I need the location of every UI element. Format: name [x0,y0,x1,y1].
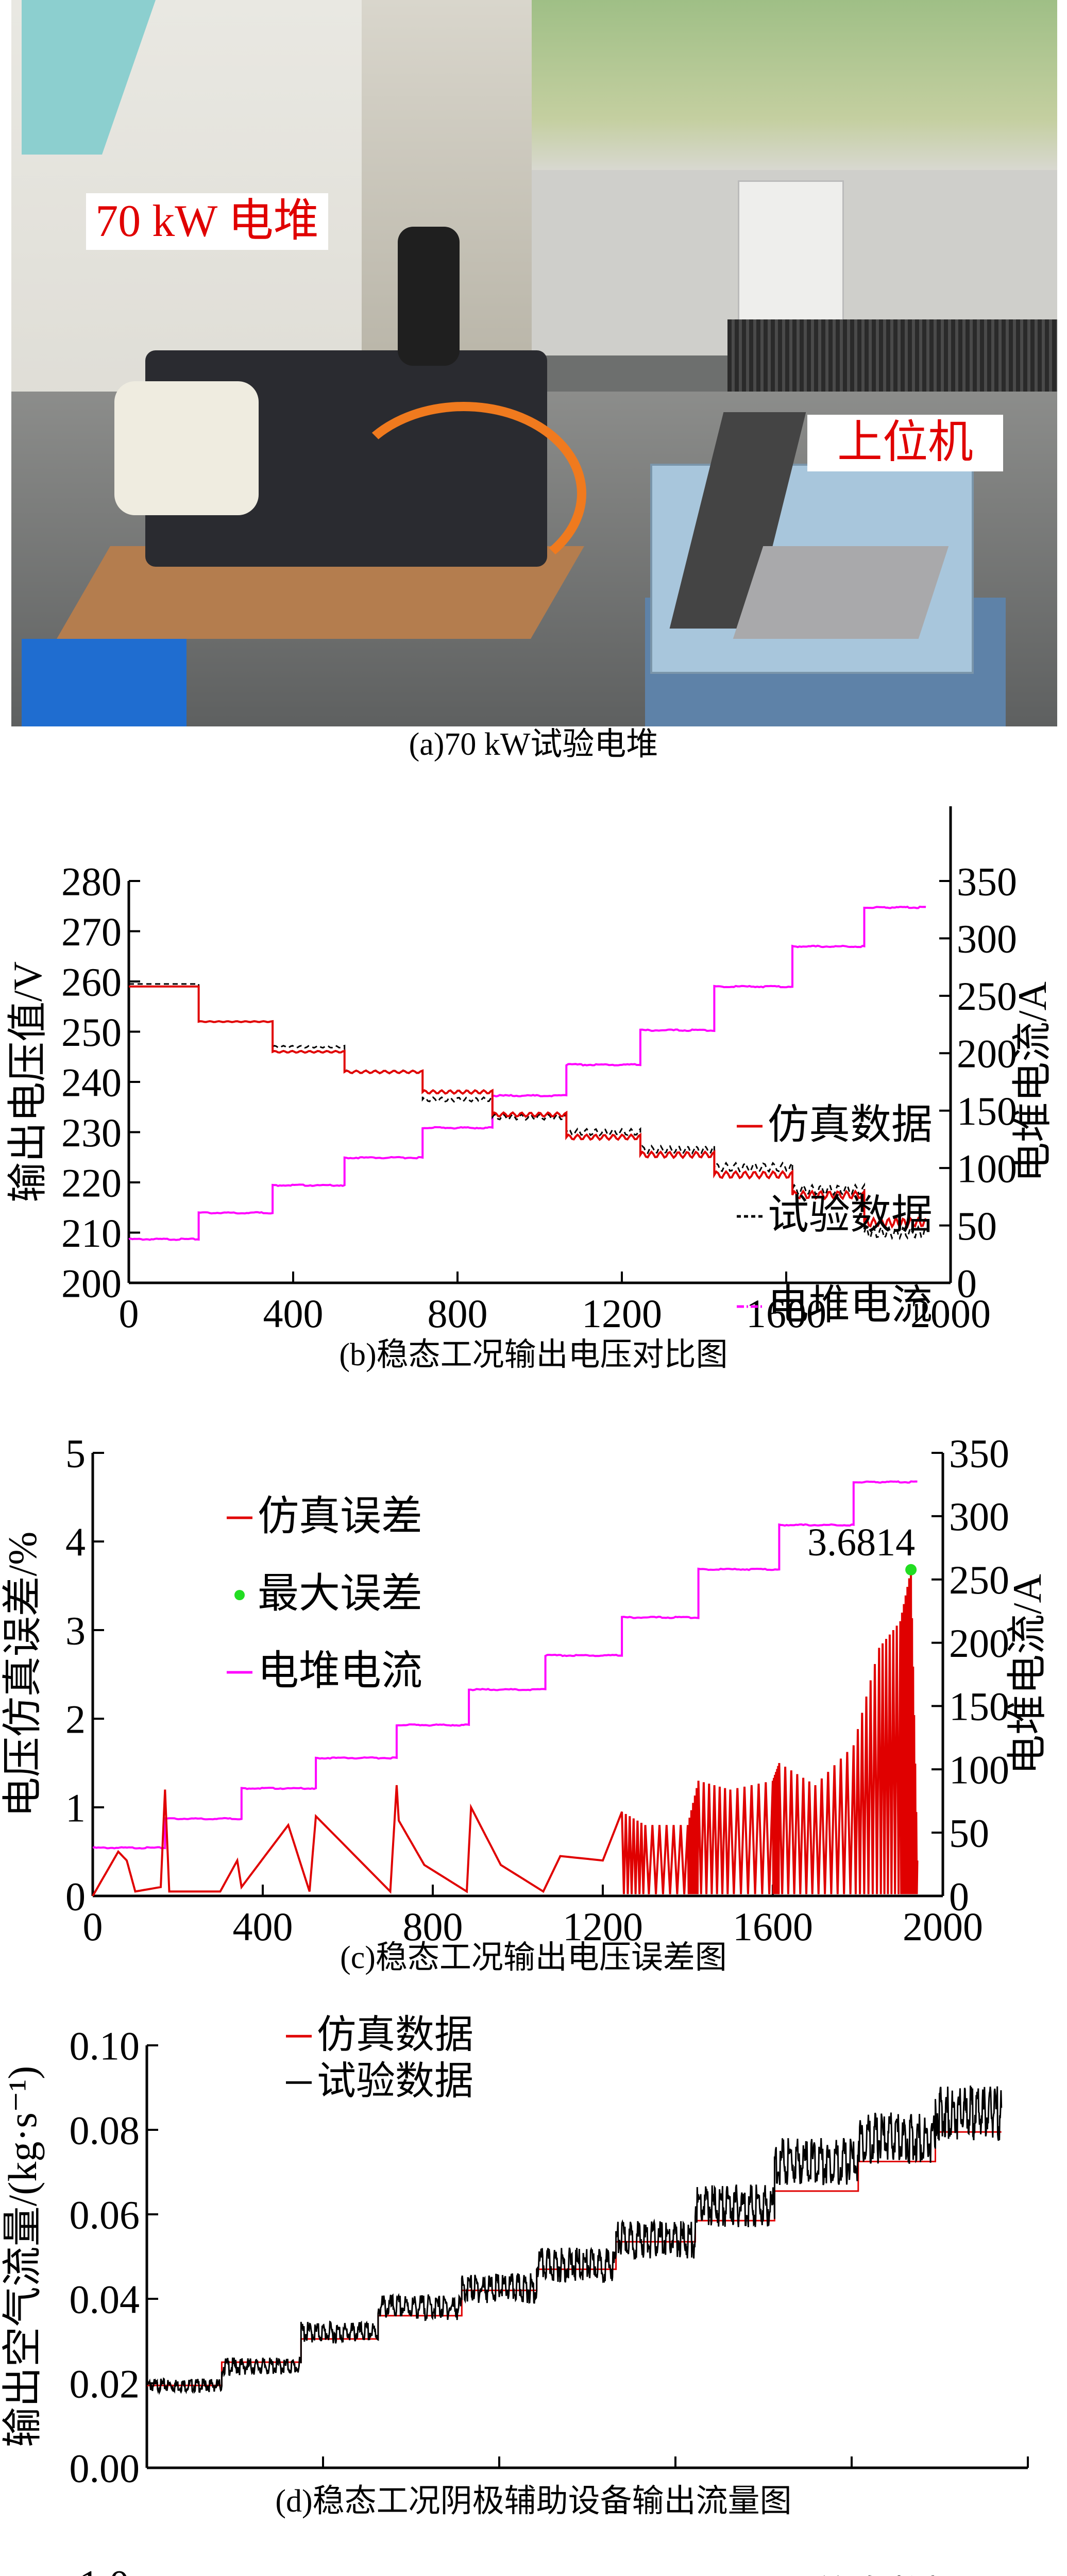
y-right-tick-label: 300 [949,1494,1009,1539]
legend-label-2: 电堆电流 [258,1649,422,1694]
legend-label-0: 仿真数据 [317,2013,473,2057]
y-right-tick-label: 150 [949,1684,1009,1729]
y-tick-label: 0 [65,1874,86,1919]
y-right-tick-label: 200 [957,1031,1017,1076]
y-tick-label: 240 [61,1060,122,1105]
y-tick-label: 250 [61,1010,122,1055]
y-right-tick-label: 100 [957,1146,1017,1191]
caption-b: (b)稳态工况输出电压对比图 [339,1337,728,1372]
x-tick-label: 400 [293,2476,353,2483]
x-tick-label: 0 [119,1291,139,1329]
series-simulation-error [92,1569,919,1897]
y-tick-label: 0.08 [70,2108,140,2153]
y-right-tick-label: 0 [957,1261,977,1306]
y-right-tick-label: 200 [949,1621,1009,1666]
legend-label-0: 仿真误差 [258,1494,422,1539]
caption-d: (d)稳态工况阴极辅助设备输出流量图 [275,2484,792,2519]
y-tick-label: 260 [61,959,122,1004]
x-tick-label: 800 [428,1291,488,1329]
chart-voltage-error: 0 400 800 1200 1600 2000012345050100150200250… [0,1431,1049,1942]
y-right-tick-label: 0 [949,1874,969,1919]
y-tick-label: 210 [61,1211,122,1256]
legend-label-1: 最大误差 [258,1571,422,1617]
x-tick-label: 0 [137,2476,157,2483]
y-tick-label: 270 [61,909,122,954]
legend-label-0: 仿真数据 [814,2574,962,2576]
y-axis-right-label: 电堆电流/A [1010,981,1055,1182]
y-tick-label: 280 [61,859,122,904]
y-right-tick-label: 150 [957,1089,1017,1133]
chart-air-flow: 0 400 800 1200 1600 2000 0.00 0.02 0.04 0.06 0.08 0… [0,2013,1067,2483]
y-axis-label: 输出电压值/V [5,961,50,1202]
legend-label-1: 试验数据 [317,2060,473,2103]
chart-polarization-curve: 0.00.20.40.60.81.01.21.41.60.60.70.80.91… [79,2562,963,2576]
y-axis-label: 输出空气流量/(kg·s⁻¹) [0,2066,45,2448]
x-tick-label: 1200 [582,1291,662,1329]
y-tick-label: 230 [61,1110,122,1155]
x-tick-label: 800 [403,1904,463,1942]
y-right-tick-label: 100 [949,1748,1009,1792]
x-tick-label: 0 [83,1904,103,1942]
series-stack-current [92,1480,918,1850]
y-tick-label: 3 [65,1608,86,1653]
y-tick-label: 220 [61,1160,122,1205]
legend-label-1: 试验数据 [768,1193,933,1238]
panel-c: 0 400 800 1200 1600 2000 0 1 2 3 4 5 0 50 100 150 200 250… [0,1381,1067,1989]
panel-d: 0 400 800 1200 1600 2000 0.00 0.02 0.04 0.06 0.08 0… [0,1989,1067,2550]
x-tick-label: 1600 [733,1904,813,1942]
y-tick-label: 0.02 [70,2361,140,2406]
y-tick-label: 1 [65,1785,86,1830]
x-tick-label: 400 [263,1291,324,1329]
x-tick-label: 2000 [910,1291,991,1329]
legend-label-2: 电堆电流 [768,1283,933,1328]
series-simulated-flow [147,2131,1002,2386]
y-tick-label: 0.00 [70,2446,140,2483]
y-right-tick-label: 300 [957,917,1017,961]
x-tick-label: 2000 [903,1904,983,1942]
legend-label-0: 仿真数据 [768,1103,933,1148]
x-tick-label: 2000 [988,2476,1067,2483]
y-axis-right-label: 电堆电流/A [1005,1574,1049,1775]
y-tick-label: 1.0 [79,2562,130,2576]
y-tick-label: 4 [65,1519,86,1564]
max-error-marker [905,1564,917,1575]
series-simulated-voltage [129,985,927,1229]
x-tick-label: 800 [469,2476,530,2483]
y-right-tick-label: 250 [949,1557,1009,1602]
y-tick-label: 2 [65,1697,86,1741]
x-tick-label: 1200 [635,2476,716,2483]
y-tick-label: 200 [61,1261,122,1306]
y-tick-label: 5 [65,1431,86,1476]
y-right-tick-label: 50 [949,1810,989,1855]
y-right-tick-label: 50 [957,1204,997,1248]
max-error-label: 3.6814 [807,1521,915,1564]
series-experimental-flow [146,2086,1003,2395]
y-tick-label: 0.04 [70,2277,140,2321]
y-tick-label: 0.10 [70,2023,140,2068]
panel-e: 0.00.20.40.60.81.01.21.41.60.60.70.80.91… [0,2550,1067,2576]
panel-b: 0 400 800 1200 1600 2000 200 210 220 230 240 250 260… [0,762,1067,1381]
chart-voltage-comparison: 0 400 800 1200 1600 2000200210220230240250260… [5,806,1055,1329]
caption-c: (c)稳态工况输出电压误差图 [340,1940,727,1975]
series-stack-current [128,905,926,1241]
panel-a: 70 kW 电堆 上位机 (a)70 kW试验电堆 [0,0,1067,762]
host-pc-label: 上位机 [807,415,1003,471]
y-right-tick-label: 350 [949,1431,1009,1476]
legend-marker-1 [234,1590,245,1600]
x-tick-label: 1600 [746,1291,826,1329]
test-bench-photo: 70 kW 电堆 上位机 [11,0,1057,726]
y-tick-label: 0.06 [70,2192,140,2237]
y-right-tick-label: 350 [957,859,1017,904]
x-tick-label: 1600 [811,2476,892,2483]
x-tick-label: 1200 [563,1904,643,1942]
y-right-tick-label: 250 [957,974,1017,1019]
x-tick-label: 400 [233,1904,293,1942]
caption-a: (a)70 kW试验电堆 [409,727,658,762]
y-axis-label: 电压仿真误差/% [0,1532,45,1818]
stack-label: 70 kW 电堆 [86,193,328,250]
